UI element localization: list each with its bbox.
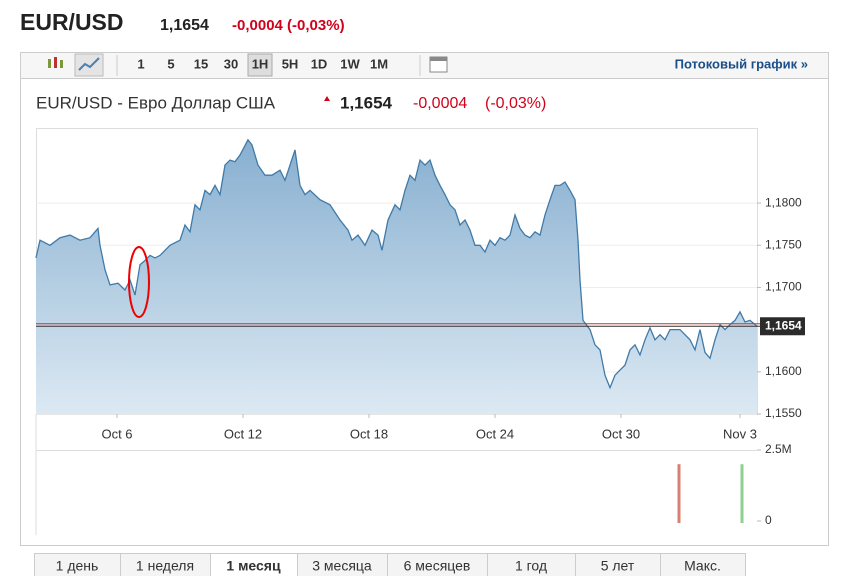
quote-change: -0,0004: [413, 95, 467, 112]
x-tick-label: Oct 12: [224, 426, 262, 441]
x-tick-label: Oct 6: [101, 426, 132, 441]
volume-y-tick-label: 2.5M: [765, 442, 792, 456]
range-tab-label[interactable]: 3 месяца: [312, 558, 372, 574]
interval-button[interactable]: 30: [224, 56, 238, 71]
interval-button[interactable]: 1H: [252, 56, 269, 71]
y-tick-label: 1,1600: [765, 364, 802, 378]
header-change: -0,0004 (-0,03%): [232, 17, 345, 34]
interval-selected: [247, 53, 273, 77]
quote-change-pct: (-0,03%): [485, 95, 546, 112]
x-tick-label: Oct 24: [476, 426, 514, 441]
interval-button[interactable]: 1D: [311, 56, 328, 71]
line-icon-button[interactable]: [74, 53, 104, 77]
last-value-label: 1,1654: [765, 318, 802, 332]
y-tick-label: 1,1750: [765, 237, 802, 251]
volume-bar: [740, 464, 744, 523]
symbol: EUR/USD: [20, 9, 124, 35]
stream-link[interactable]: Потоковый график »: [675, 56, 808, 71]
y-tick-label: 1,1550: [765, 406, 802, 420]
x-tick-label: Oct 18: [350, 426, 388, 441]
x-tick-label: Nov 3: [723, 426, 757, 441]
quote-price: 1,1654: [340, 93, 393, 112]
volume-bar: [677, 464, 681, 523]
volume-y-tick-label: 0: [765, 513, 772, 527]
range-tab-label[interactable]: 6 месяцев: [404, 558, 471, 574]
chart-title: EUR/USD - Евро Доллар США: [36, 93, 276, 112]
y-tick-label: 1,1800: [765, 195, 802, 209]
last-value-box: [760, 317, 805, 336]
range-tab-label[interactable]: 1 день: [56, 558, 99, 574]
interval-button[interactable]: 1: [137, 56, 144, 71]
down-arrow: [324, 96, 330, 101]
line-icon: [78, 57, 100, 71]
interval-button[interactable]: 5: [167, 56, 174, 71]
price-line: [35, 138, 758, 390]
interval-button[interactable]: 1W: [340, 56, 360, 71]
interval-button[interactable]: 15: [194, 56, 208, 71]
range-tab-label[interactable]: 1 неделя: [136, 558, 194, 574]
area-fill: [36, 139, 757, 415]
range-tab-label[interactable]: 1 месяц: [226, 558, 281, 574]
range-tab-label[interactable]: 1 год: [515, 558, 547, 574]
range-tab[interactable]: [660, 553, 746, 576]
x-tick-label: Oct 30: [602, 426, 640, 441]
interval-button[interactable]: 5H: [282, 56, 299, 71]
calendar-icon[interactable]: [429, 56, 448, 73]
header-price: 1,1654: [160, 17, 209, 34]
toolbar: [20, 52, 829, 79]
range-tab-label[interactable]: 5 лет: [601, 558, 635, 574]
candle-icon[interactable]: [48, 57, 63, 68]
y-tick-label: 1,1700: [765, 280, 802, 294]
interval-button[interactable]: 1M: [370, 56, 388, 71]
range-tab-label[interactable]: Макс.: [684, 558, 721, 574]
annotation-ellipse: [128, 246, 150, 318]
